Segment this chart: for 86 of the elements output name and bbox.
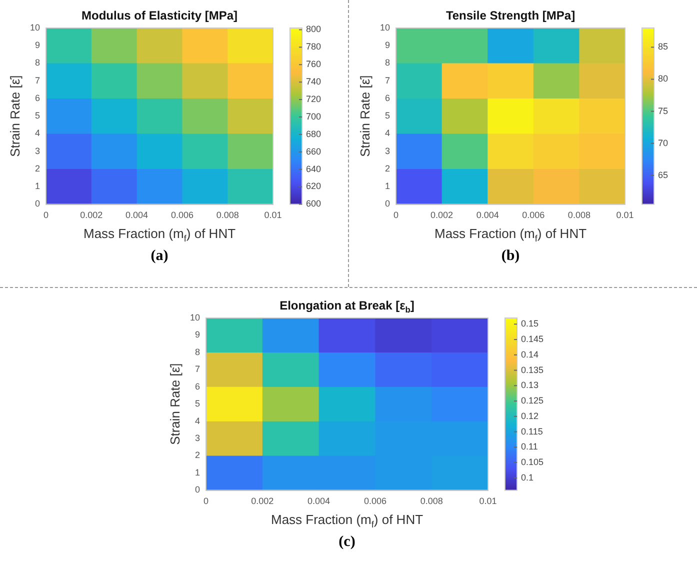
y-tick-label: 1 [384,181,390,192]
color-bar-label: 640 [306,164,322,174]
color-bar-label: 660 [306,146,322,156]
color-bar-label: 65 [658,170,668,180]
x-tick-label: 0.006 [364,496,386,506]
y-tick-label: 3 [384,146,390,156]
x-tick-label: 0.008 [420,496,443,506]
color-bar-label: 680 [306,128,322,139]
x-tick-label: 0.004 [126,210,148,220]
y-tick-label: 10 [30,22,40,32]
y-tick-label: 5 [194,398,200,409]
color-bar-label: 80 [658,74,668,84]
color-bar-label: 760 [306,59,322,70]
color-bar-label: 600 [306,198,322,209]
color-bar-label: 0.15 [521,318,539,329]
x-tick-label: 0.01 [479,496,497,506]
chart-title: Tensile Strength [MPa] [446,8,576,22]
color-bar-label: 85 [658,42,668,52]
y-tick-label: 6 [384,92,390,103]
x-tick-label: 0.002 [251,496,274,506]
x-tick-label: 0.01 [264,210,282,220]
color-bar-label: 800 [306,24,322,34]
y-tick-label: 1 [194,467,200,478]
x-tick-label: 0.004 [308,496,330,506]
y-tick-label: 7 [194,364,200,374]
y-tick-label: 6 [34,92,40,103]
y-tick-label: 9 [384,40,390,50]
y-tick-label: 8 [194,346,200,357]
x-tick-label: 0 [204,496,209,506]
y-axis-title: Strain Rate [ε̇] [8,75,23,157]
y-tick-label: 1 [34,181,40,192]
y-tick-label: 0 [384,198,390,209]
x-tick-label: 0.004 [476,210,499,220]
color-bar-label: 0.135 [521,364,544,375]
x-tick-label: 0.008 [568,210,590,220]
y-tick-label: 9 [34,40,40,50]
y-tick-label: 10 [190,312,200,322]
y-tick-label: 9 [194,330,200,340]
y-tick-label: 5 [34,110,40,121]
color-bar-label: 0.115 [521,426,543,436]
text: (a) [150,248,168,264]
y-tick-label: 4 [384,128,390,138]
color-bar-label: 740 [306,76,322,87]
y-tick-label: 2 [34,163,40,174]
y-tick-label: 2 [194,450,200,460]
y-tick-label: 0 [194,484,200,495]
text: (c) [338,534,356,550]
y-tick-label: 7 [34,75,40,86]
x-tick-label: 0.006 [170,210,194,220]
y-tick-label: 10 [380,22,390,32]
color-bar-label: 0.1 [521,472,534,482]
color-bar-label: 0.12 [521,410,539,421]
y-tick-label: 7 [384,75,390,86]
color-bar-label: 780 [306,42,322,52]
color-bar-label: 75 [658,106,668,116]
y-tick-label: 6 [194,381,200,392]
y-tick-label: 4 [194,416,200,426]
y-tick-label: 5 [384,110,390,121]
y-tick-label: 3 [194,433,200,444]
y-tick-label: 8 [34,58,40,68]
x-tick-label: 0.006 [522,210,545,220]
x-tick-label: 0.008 [216,210,239,220]
color-bar-label: 0.145 [521,334,544,344]
color-bar-label: 720 [306,94,322,104]
y-tick-label: 4 [34,128,40,138]
y-tick-label: 2 [384,163,390,174]
color-bar-label: 0.105 [521,457,544,468]
x-tick-label: 0.01 [616,210,634,220]
y-tick-label: 0 [34,198,40,209]
x-tick-label: 0.002 [430,210,454,220]
y-tick-label: 8 [384,58,390,68]
x-tick-label: 0 [44,210,49,220]
color-bar-label: 0.14 [521,349,539,360]
color-bar-label: 0.11 [521,442,538,452]
y-axis-title: Strain Rate [ε̇] [358,75,373,157]
y-axis-title: Strain Rate [ε̇] [168,363,183,445]
chart-title: Modulus of Elasticity [MPa] [82,8,238,22]
color-bar-label: 700 [306,111,322,122]
color-bar-label: 0.125 [521,396,544,406]
text: (b) [501,248,520,264]
color-bar-label: 620 [306,181,322,192]
x-tick-label: 0.002 [80,210,103,220]
x-tick-label: 0 [394,210,399,220]
color-bar-label: 0.13 [521,380,539,390]
color-bar-label: 70 [658,138,668,148]
y-tick-label: 3 [34,146,40,156]
